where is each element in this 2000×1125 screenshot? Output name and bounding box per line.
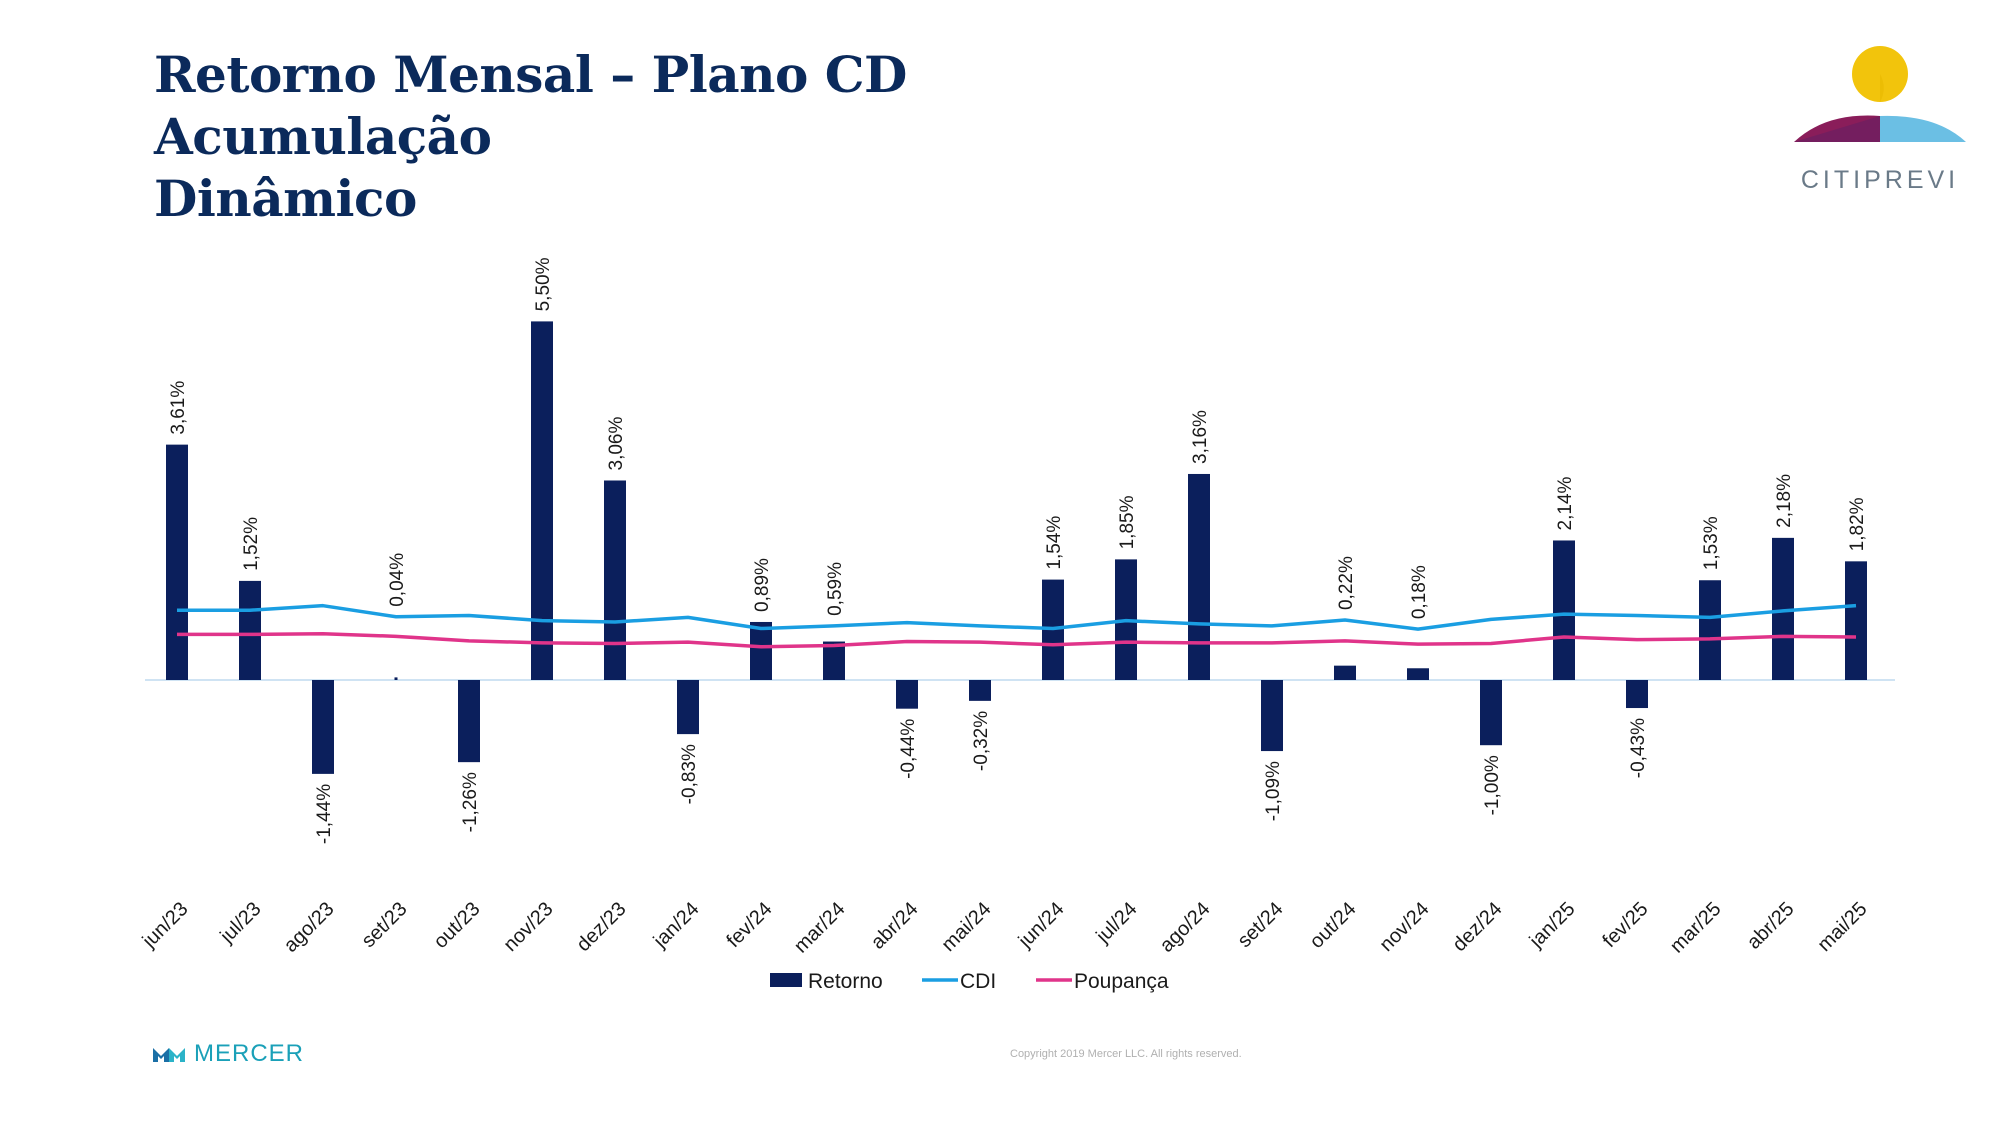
line-poupanca	[177, 631, 1857, 649]
x-tick-label: abr/24	[867, 898, 923, 954]
bar-value-label: 0,18%	[1409, 565, 1430, 619]
x-tick-label: mar/24	[790, 898, 850, 958]
bar-value-label: 1,82%	[1847, 497, 1868, 551]
bar-retorno-mar/25	[1699, 580, 1721, 680]
bar-retorno-nov/24	[1407, 668, 1429, 680]
copyright-text: Copyright 2019 Mercer LLC. All rights re…	[1010, 1048, 1242, 1060]
bar-retorno-ago/24	[1188, 473, 1210, 680]
bar-value-label: 5,50%	[533, 257, 554, 311]
x-tick-label: mai/25	[1814, 898, 1872, 956]
mercer-label: MERCER	[194, 1040, 305, 1067]
bar-value-label: -0,43%	[1628, 718, 1649, 778]
legend-label: Retorno	[808, 970, 883, 993]
x-tick-label: jan/25	[1525, 898, 1580, 953]
mercer-brand: MERCER	[152, 1040, 304, 1068]
citiprevi-logo: CITIPREVI	[1794, 46, 1966, 194]
bar-retorno-out/23	[458, 680, 480, 763]
x-tick-label: ago/24	[1156, 898, 1215, 957]
bar-retorno-jan/24	[677, 680, 699, 735]
bar-retorno-dez/23	[604, 480, 626, 680]
legend-label: Poupança	[1074, 970, 1169, 993]
x-tick-label: mar/25	[1666, 898, 1726, 958]
bar-retorno-mai/25	[1845, 561, 1867, 680]
x-tick-label: dez/23	[573, 898, 631, 956]
bar-value-label: 1,53%	[1701, 516, 1722, 570]
page-title: Retorno Mensal – Plano CD Acumulação Din…	[154, 44, 1254, 230]
bar-retorno-mar/24	[823, 641, 845, 680]
x-tick-label: ago/23	[280, 898, 339, 957]
x-tick-label: dez/24	[1449, 898, 1507, 956]
bar-value-label: 3,06%	[606, 417, 627, 471]
bar-retorno-out/24	[1334, 665, 1356, 680]
bar-value-label: 2,14%	[1555, 476, 1576, 530]
bar-retorno-abr/25	[1772, 537, 1794, 680]
roof-right-shape	[1880, 115, 1966, 142]
bar-value-label: 0,89%	[752, 558, 773, 612]
x-tick-label: jan/24	[649, 898, 704, 953]
x-tick-label: mai/24	[938, 898, 996, 956]
mercer-logo-icon	[153, 1048, 185, 1062]
x-tick-label: fev/24	[722, 898, 776, 952]
bar-value-label: -1,44%	[314, 784, 335, 844]
bar-value-label: -1,09%	[1263, 761, 1284, 821]
bar-value-label: 0,22%	[1336, 556, 1357, 610]
bar-value-label: 3,16%	[1190, 410, 1211, 464]
bar-value-label: 1,54%	[1044, 516, 1065, 570]
x-tick-label: jul/24	[1091, 898, 1141, 948]
x-tick-label: fev/25	[1598, 898, 1652, 952]
bar-retorno-jan/25	[1553, 540, 1575, 680]
bar-value-label: 1,85%	[1117, 495, 1138, 549]
bar-value-label: 0,59%	[825, 562, 846, 616]
x-tick-label: jun/24	[1014, 898, 1069, 953]
bar-value-label: -0,32%	[971, 711, 992, 771]
page-title-line1: Retorno Mensal – Plano CD Acumulação	[154, 45, 907, 166]
x-tick-label: set/23	[357, 898, 411, 952]
bar-value-label: -0,44%	[898, 719, 919, 779]
x-tick-label: abr/25	[1743, 898, 1799, 954]
line-cdi	[177, 603, 1857, 631]
bar-retorno-dez/24	[1480, 680, 1502, 746]
legend-label: CDI	[960, 970, 996, 993]
bar-retorno-jun/23	[166, 444, 188, 680]
x-tick-label: out/23	[430, 898, 485, 953]
bar-value-label: -1,26%	[460, 772, 481, 832]
x-tick-label: nov/24	[1376, 898, 1434, 956]
bar-retorno-fev/25	[1626, 680, 1648, 709]
bar-value-label: 3,61%	[168, 381, 189, 435]
bar-retorno-jul/23	[239, 580, 261, 680]
x-tick-label: nov/23	[500, 898, 558, 956]
bar-value-label: -0,83%	[679, 744, 700, 804]
bar-value-label: 0,04%	[387, 553, 408, 607]
bar-retorno-nov/23	[531, 321, 553, 680]
bar-retorno-abr/24	[896, 680, 918, 709]
bar-value-label: 2,18%	[1774, 474, 1795, 528]
x-tick-label: jun/23	[138, 898, 193, 953]
legend-swatch-retorno	[770, 973, 802, 987]
x-tick-label: out/24	[1306, 898, 1361, 953]
bar-retorno-set/23	[394, 677, 398, 680]
bar-value-label: -1,00%	[1482, 755, 1503, 815]
x-tick-label: jul/23	[215, 898, 265, 948]
page-title-line2: Dinâmico	[154, 169, 417, 228]
bar-retorno-ago/23	[312, 680, 334, 774]
logo-text: CITIPREVI	[1801, 166, 1959, 194]
x-tick-label: set/24	[1233, 898, 1287, 952]
bar-retorno-fev/24	[750, 621, 772, 680]
bar-retorno-mai/24	[969, 680, 991, 701]
bar-value-label: 1,52%	[241, 517, 262, 571]
bar-retorno-set/24	[1261, 680, 1283, 752]
